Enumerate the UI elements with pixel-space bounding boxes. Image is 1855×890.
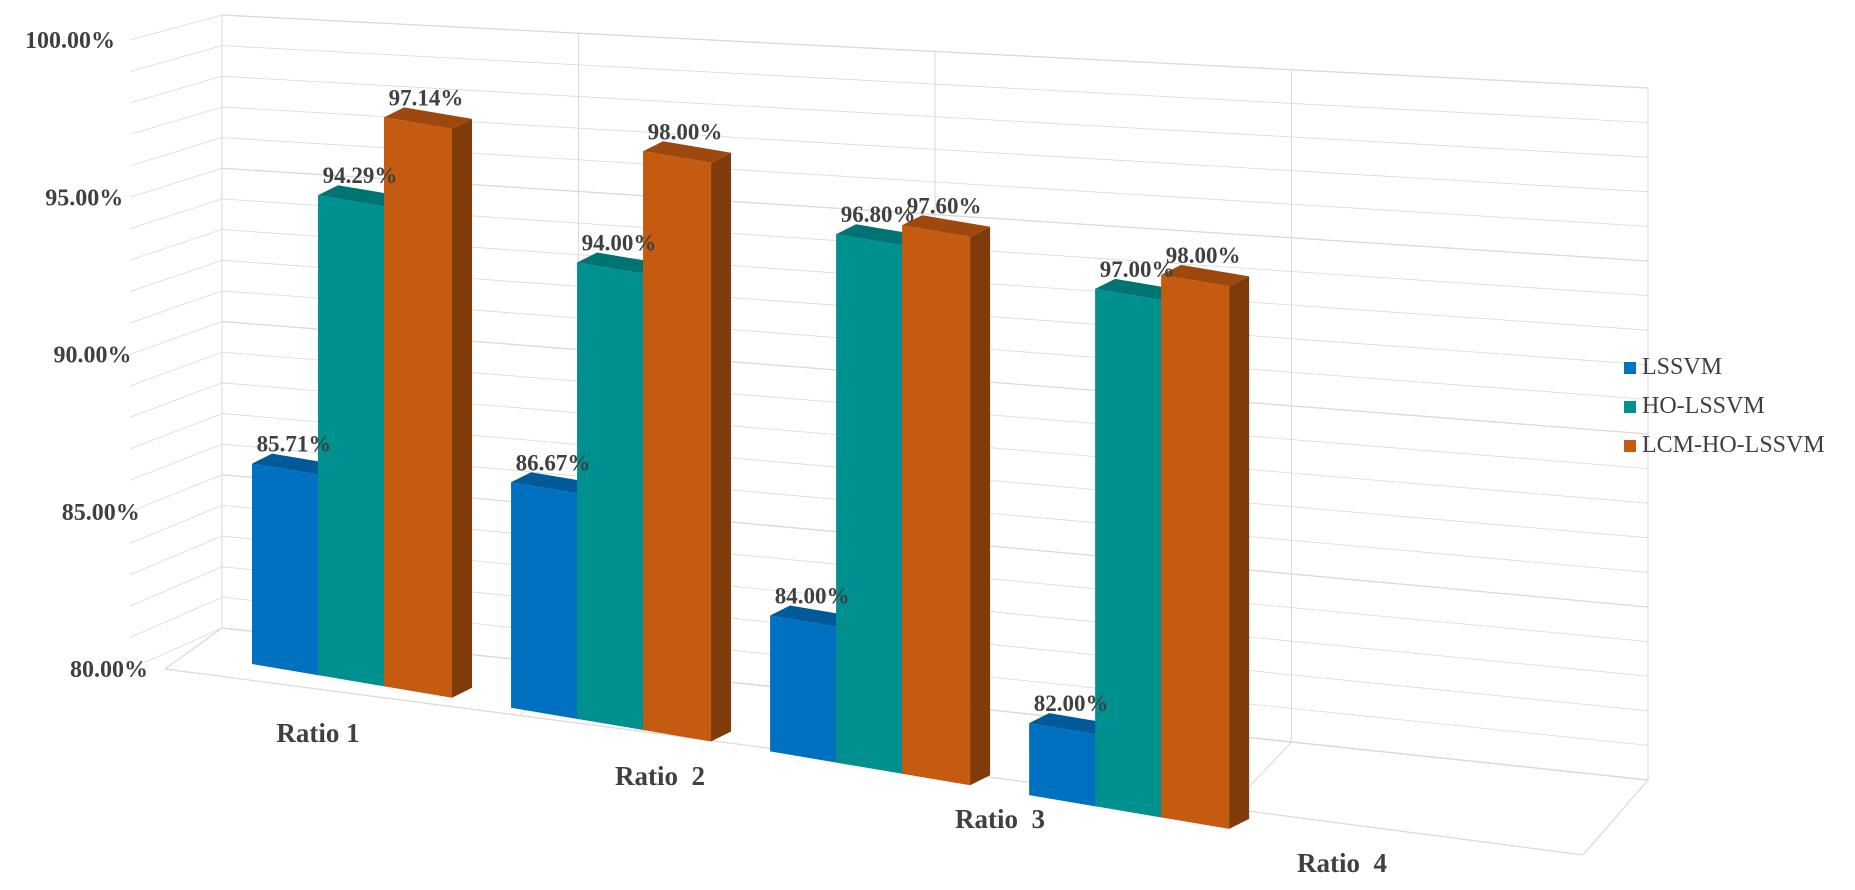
data-label: 98.00%: [648, 119, 723, 144]
side-gridline: [129, 596, 223, 638]
side-gridline: [129, 198, 223, 230]
legend-label: LCM-HO-LSSVM: [1642, 432, 1825, 458]
side-gridline: [129, 167, 223, 198]
bar-side: [1229, 276, 1250, 829]
side-gridline: [129, 137, 223, 167]
bar-side: [711, 152, 732, 742]
bar-lcm-ho-lssvm-2: [643, 141, 732, 742]
data-label: 98.00%: [1166, 243, 1241, 268]
bar-front: [643, 151, 712, 742]
side-gridline: [129, 259, 223, 292]
bar-front: [770, 615, 839, 763]
y-tick-label: 100.00%: [25, 28, 115, 54]
chart-legend: LSSVM HO-LSSVM LCM-HO-LSSVM: [1624, 348, 1825, 465]
data-label: 97.00%: [1100, 257, 1175, 282]
bar-front: [1161, 274, 1230, 829]
data-labels: 85.71% 94.29% 97.14% 86.67% 94.00% 98.00% 84.0…: [257, 85, 1241, 716]
side-gridline: [129, 474, 223, 513]
bar-front: [577, 262, 646, 731]
data-label: 86.67%: [516, 450, 591, 475]
data-label: 82.00%: [1034, 691, 1109, 716]
legend-swatch: [1624, 439, 1636, 452]
side-gridline: [129, 75, 223, 104]
side-gridline: [129, 45, 223, 72]
side-gridline: [129, 627, 223, 670]
side-gridline: [129, 351, 223, 387]
x-tick-label: Ratio 4: [1297, 848, 1387, 878]
bar-top: [1161, 264, 1250, 287]
data-label: 96.80%: [841, 202, 916, 227]
bar-top: [643, 141, 732, 163]
y-tick-label: 80.00%: [70, 657, 148, 683]
data-label: 94.29%: [323, 163, 398, 188]
legend-item: LSSVM: [1624, 348, 1825, 387]
data-label: 94.00%: [582, 231, 657, 256]
bar-front: [511, 482, 580, 720]
data-label: 97.60%: [907, 193, 982, 218]
bar-front: [384, 117, 452, 698]
bar-front: [318, 195, 386, 687]
data-label: 84.00%: [775, 583, 850, 608]
legend-label: LSSVM: [1642, 354, 1723, 380]
side-gridline: [129, 106, 223, 135]
y-tick-label: 85.00%: [62, 500, 140, 526]
legend-item: HO-LSSVM: [1624, 387, 1825, 426]
x-tick-label: Ratio 3: [955, 804, 1045, 834]
bar-side: [970, 226, 991, 786]
bar-front: [836, 234, 905, 775]
x-axis-tick-labels: Ratio 1 Ratio 2 Ratio 3 Ratio 4: [276, 718, 1387, 878]
side-gridline: [129, 229, 223, 261]
side-gridline: [129, 443, 223, 481]
y-tick-label: 95.00%: [45, 185, 123, 211]
bar-side: [452, 118, 472, 698]
y-axis-tick-labels: 80.00% 85.00% 90.00% 95.00% 100.00%: [25, 28, 148, 683]
side-gridline: [129, 566, 223, 607]
y-tick-label: 90.00%: [54, 343, 132, 369]
side-gridline: [129, 535, 223, 576]
side-gridline: [129, 321, 223, 355]
side-gridline: [129, 290, 223, 324]
bar-top: [902, 215, 991, 237]
bar-front: [1029, 723, 1098, 807]
legend-item: LCM-HO-LSSVM: [1624, 426, 1825, 465]
side-gridline: [129, 382, 223, 418]
bar-lcm-ho-lssvm-4: [1161, 264, 1250, 829]
bar-front: [1095, 288, 1164, 818]
x-tick-label: Ratio 2: [615, 761, 705, 791]
x-tick-label: Ratio 1: [276, 718, 359, 748]
legend-label: HO-LSSVM: [1642, 393, 1765, 419]
bar-front: [252, 463, 320, 676]
legend-swatch: [1624, 400, 1636, 413]
bar-lcm-ho-lssvm-3: [902, 215, 991, 786]
side-gridline: [129, 505, 223, 544]
bar-lcm-ho-lssvm-1: [384, 107, 472, 698]
side-gridline: [129, 413, 223, 450]
side-gridline: [129, 14, 223, 41]
bar-front: [902, 225, 971, 786]
legend-swatch: [1624, 361, 1636, 374]
bar-top: [384, 107, 472, 129]
data-label: 85.71%: [257, 432, 332, 457]
chart-bars: [252, 107, 1250, 829]
data-label: 97.14%: [389, 85, 464, 110]
